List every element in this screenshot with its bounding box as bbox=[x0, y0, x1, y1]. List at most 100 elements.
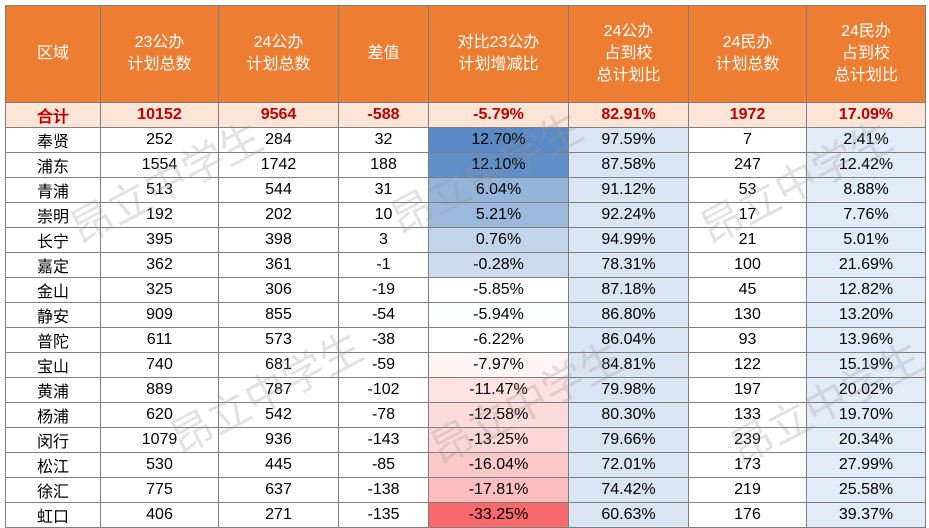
header-line: 24民办 bbox=[841, 23, 891, 40]
cell: 91.12% bbox=[568, 177, 689, 203]
cell: 杨浦 bbox=[5, 402, 101, 428]
data-row: 奉贤 252 284 32 12.70% 97.59% 7 2.41% bbox=[5, 127, 926, 153]
cell: -59 bbox=[338, 352, 429, 378]
cell: -13.25% bbox=[428, 427, 569, 453]
cell: 176 bbox=[688, 502, 807, 528]
cell: 10 bbox=[338, 202, 429, 228]
cell: -11.47% bbox=[428, 377, 569, 403]
cell: 崇明 bbox=[5, 202, 101, 228]
data-row: 虹口 406 271 -135 -33.25% 60.63% 176 39.37% bbox=[5, 502, 926, 528]
cell: 3 bbox=[338, 227, 429, 253]
header-cell: 24公办 计划总数 bbox=[218, 5, 339, 103]
cell: 79.66% bbox=[568, 427, 689, 453]
data-row: 松江 530 445 -85 -16.04% 72.01% 173 27.99% bbox=[5, 452, 926, 478]
header-line: 差值 bbox=[367, 45, 400, 62]
cell: 80.30% bbox=[568, 402, 689, 428]
header-cell: 24民办 计划总数 bbox=[688, 5, 807, 103]
header-line: 24民办 bbox=[722, 34, 773, 51]
cell: 197 bbox=[688, 377, 807, 403]
cell: 530 bbox=[100, 452, 219, 478]
cell: -85 bbox=[338, 452, 429, 478]
header-cell: 对比23公办 计划增减比 bbox=[428, 5, 569, 103]
total-cell: 合计 bbox=[5, 102, 101, 128]
header-line: 总计划比 bbox=[596, 67, 661, 84]
cell: 909 bbox=[100, 302, 219, 328]
cell: 13.20% bbox=[806, 302, 926, 328]
cell: 72.01% bbox=[568, 452, 689, 478]
cell: -102 bbox=[338, 377, 429, 403]
header-cell: 23公办 计划总数 bbox=[100, 5, 219, 103]
cell: 25.58% bbox=[806, 477, 926, 503]
cell: 325 bbox=[100, 277, 219, 303]
data-row: 嘉定 362 361 -1 -0.28% 78.31% 100 21.69% bbox=[5, 252, 926, 278]
cell: 86.04% bbox=[568, 327, 689, 353]
header-line: 区域 bbox=[36, 45, 69, 62]
cell: 32 bbox=[338, 127, 429, 153]
header-row: 区域 23公办 计划总数 24公办 计划总数 差值 对比23公办 计划增减比 24公办 占到校 总计… bbox=[5, 5, 926, 103]
cell: -38 bbox=[338, 327, 429, 353]
cell: 45 bbox=[688, 277, 807, 303]
cell: 6.04% bbox=[428, 177, 569, 203]
data-row: 静安 909 855 -54 -5.94% 86.80% 130 13.20% bbox=[5, 302, 926, 328]
header-line: 24公办 bbox=[603, 23, 654, 40]
cell: 681 bbox=[218, 352, 339, 378]
total-row: 合计 10152 9564 -588 -5.79% 82.91% 1972 17.09% bbox=[5, 102, 926, 128]
cell: 普陀 bbox=[5, 327, 101, 353]
cell: 775 bbox=[100, 477, 219, 503]
cell: 284 bbox=[218, 127, 339, 153]
cell: 202 bbox=[218, 202, 339, 228]
data-row: 闵行 1079 936 -143 -13.25% 79.66% 239 20.34% bbox=[5, 427, 926, 453]
cell: 21 bbox=[688, 227, 807, 253]
cell: 133 bbox=[688, 402, 807, 428]
total-cell: 10152 bbox=[100, 102, 219, 128]
table: 区域 23公办 计划总数 24公办 计划总数 差值 对比23公办 计划增减比 24公办 占到校 总计… bbox=[5, 5, 926, 528]
cell: 173 bbox=[688, 452, 807, 478]
cell: 93 bbox=[688, 327, 807, 353]
cell: 544 bbox=[218, 177, 339, 203]
cell: -135 bbox=[338, 502, 429, 528]
header-line: 总计划比 bbox=[833, 67, 898, 84]
data-row: 黄浦 889 787 -102 -11.47% 79.98% 197 20.02% bbox=[5, 377, 926, 403]
cell: 252 bbox=[100, 127, 219, 153]
cell: 122 bbox=[688, 352, 807, 378]
data-row: 杨浦 620 542 -78 -12.58% 80.30% 133 19.70% bbox=[5, 402, 926, 428]
cell: 513 bbox=[100, 177, 219, 203]
header-cell: 差值 bbox=[338, 5, 429, 103]
cell: 15.19% bbox=[806, 352, 926, 378]
cell: 889 bbox=[100, 377, 219, 403]
cell: 松江 bbox=[5, 452, 101, 478]
cell: -5.85% bbox=[428, 277, 569, 303]
cell: 362 bbox=[100, 252, 219, 278]
cell: 188 bbox=[338, 152, 429, 178]
data-row: 浦东 1554 1742 188 12.10% 87.58% 247 12.42% bbox=[5, 152, 926, 178]
cell: 192 bbox=[100, 202, 219, 228]
total-cell: 9564 bbox=[218, 102, 339, 128]
cell: 12.42% bbox=[806, 152, 926, 178]
cell: -12.58% bbox=[428, 402, 569, 428]
cell: 100 bbox=[688, 252, 807, 278]
cell: 271 bbox=[218, 502, 339, 528]
cell: 573 bbox=[218, 327, 339, 353]
cell: 239 bbox=[688, 427, 807, 453]
cell: 静安 bbox=[5, 302, 101, 328]
cell: 94.99% bbox=[568, 227, 689, 253]
cell: 219 bbox=[688, 477, 807, 503]
cell: 1742 bbox=[218, 152, 339, 178]
cell: -0.28% bbox=[428, 252, 569, 278]
cell: 金山 bbox=[5, 277, 101, 303]
data-row: 金山 325 306 -19 -5.85% 87.18% 45 12.82% bbox=[5, 277, 926, 303]
cell: 嘉定 bbox=[5, 252, 101, 278]
cell: 97.59% bbox=[568, 127, 689, 153]
cell: 虹口 bbox=[5, 502, 101, 528]
cell: 12.70% bbox=[428, 127, 569, 153]
data-row: 青浦 513 544 31 6.04% 91.12% 53 8.88% bbox=[5, 177, 926, 203]
cell: 637 bbox=[218, 477, 339, 503]
data-row: 长宁 395 398 3 0.76% 94.99% 21 5.01% bbox=[5, 227, 926, 253]
cell: 闵行 bbox=[5, 427, 101, 453]
cell: 395 bbox=[100, 227, 219, 253]
cell: 855 bbox=[218, 302, 339, 328]
cell: 1079 bbox=[100, 427, 219, 453]
cell: 奉贤 bbox=[5, 127, 101, 153]
cell: 53 bbox=[688, 177, 807, 203]
